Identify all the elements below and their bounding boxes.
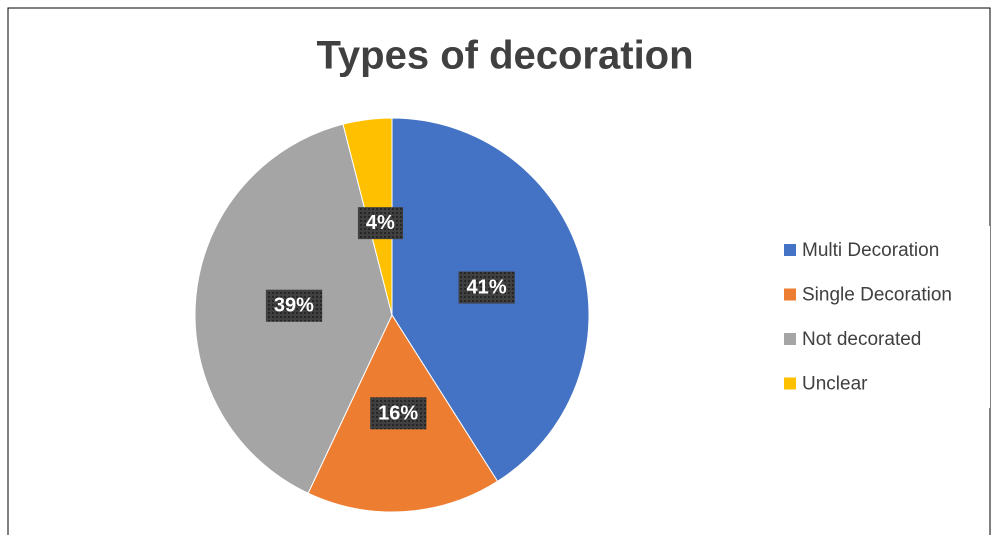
data-label: 4% — [357, 207, 404, 240]
chart-title: Types of decoration — [316, 34, 693, 78]
data-label-unit: % — [489, 277, 507, 299]
data-label-value: 16 — [378, 403, 400, 425]
legend: Multi Decoration Single Decoration Not dec… — [778, 226, 990, 408]
legend-swatch — [784, 377, 796, 390]
data-label-unit: % — [296, 295, 314, 317]
data-label-text: 4% — [366, 212, 395, 234]
legend-swatch — [784, 288, 796, 301]
data-label-value: 39 — [274, 295, 296, 317]
data-label-value: 41 — [467, 277, 489, 299]
legend-label: Multi Decoration — [802, 240, 939, 261]
data-label-unit: % — [377, 212, 395, 234]
data-label-box — [265, 289, 323, 322]
legend-box — [778, 226, 990, 408]
data-label-box — [458, 271, 515, 304]
data-label: 16% — [370, 397, 427, 430]
data-label-text: 41% — [467, 277, 507, 299]
data-label-box — [357, 207, 404, 240]
data-label-box — [370, 397, 427, 430]
data-label-text: 39% — [274, 295, 314, 317]
legend-swatch — [784, 333, 796, 345]
data-label: 41% — [458, 271, 515, 304]
legend-label: Not decorated — [802, 329, 921, 350]
legend-label: Single Decoration — [802, 285, 952, 306]
data-label-value: 4 — [366, 212, 378, 234]
legend-label: Unclear — [802, 374, 868, 395]
data-label-unit: % — [400, 403, 418, 425]
data-label-text: 16% — [378, 403, 418, 425]
pie: 41%16%39%4% — [194, 117, 590, 513]
legend-swatch — [784, 244, 796, 256]
data-label: 39% — [265, 289, 323, 322]
